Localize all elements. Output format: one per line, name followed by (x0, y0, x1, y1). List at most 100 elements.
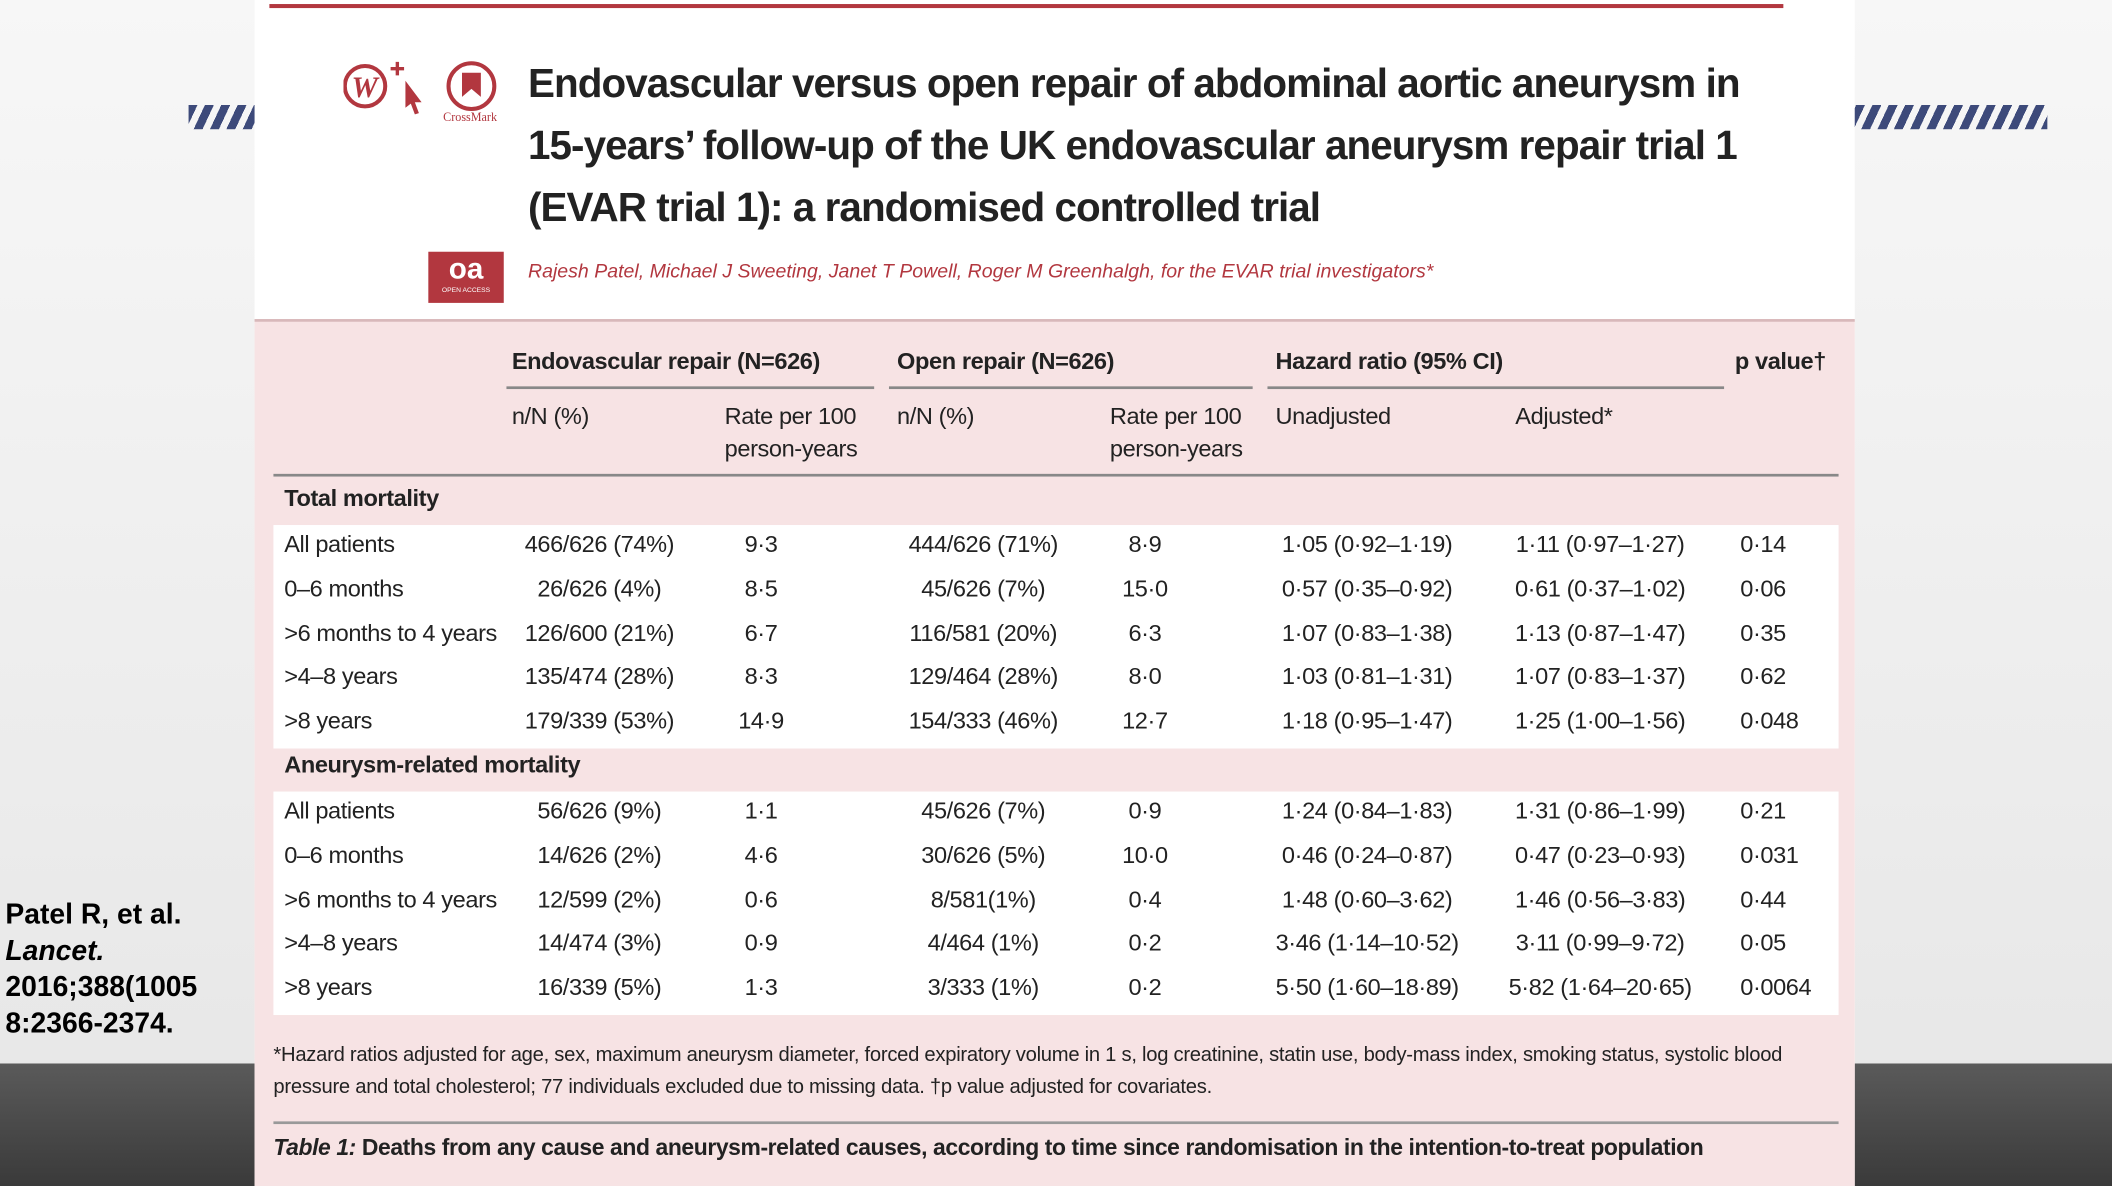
cell: 8·9 (1128, 530, 1162, 558)
cell: 0·46 (0·24–0·87) (1281, 841, 1453, 869)
cell: 10·0 (1122, 841, 1168, 869)
cell: 3·46 (1·14–10·52) (1275, 929, 1460, 957)
cell: 0·21 (1740, 796, 1786, 824)
crossmark-logo: W CrossMark (342, 57, 505, 124)
cell: 1·11 (0·97–1·27) (1515, 530, 1685, 558)
cell: 1·07 (0·83–1·37) (1514, 662, 1686, 690)
row-label: >8 years (284, 973, 373, 1001)
cell: 0·2 (1128, 973, 1162, 1001)
cell: 1·3 (744, 973, 778, 1001)
column-subheader: n/N (%) (511, 402, 589, 430)
cell: 129/464 (28%) (908, 662, 1059, 690)
rule (888, 386, 1253, 390)
cell: 0·2 (1128, 929, 1162, 957)
cell: 30/626 (5%) (921, 841, 1046, 869)
cell: 0·048 (1740, 707, 1799, 734)
cell: 1·13 (0·87–1·47) (1514, 618, 1686, 646)
cell: 0·61 (0·37–1·02) (1514, 574, 1686, 602)
caption-label: Table 1: (273, 1134, 356, 1161)
cell: 12·7 (1122, 707, 1168, 734)
cell: 3/333 (1%) (927, 973, 1040, 1001)
cell: 1·48 (0·60–3·62) (1281, 885, 1453, 913)
cell: 9·3 (744, 530, 778, 558)
cell: 1·46 (0·56–3·83) (1514, 885, 1686, 913)
table: *Hazard ratios adjusted for age, sex, ma… (254, 319, 1855, 1186)
cell: 56/626 (9%) (537, 796, 662, 824)
cell: 0·9 (1128, 796, 1162, 824)
cell: 0·14 (1740, 530, 1786, 558)
cell: 6·3 (1128, 618, 1162, 646)
cell: 8/581(1%) (930, 885, 1037, 913)
cell: 8·5 (744, 574, 778, 602)
cell: 14/474 (3%) (537, 929, 662, 957)
row-label: 0–6 months (284, 841, 404, 869)
citation: Patel R, et al. Lancet. 2016;388(1005 8:… (5, 897, 197, 1042)
cell: 0·47 (0·23–0·93) (1514, 841, 1686, 869)
cell: 1·03 (0·81–1·31) (1281, 662, 1453, 690)
cell: 126/600 (21%) (524, 618, 675, 646)
column-subheader: n/N (%) (897, 402, 975, 430)
oa-label: oa (448, 251, 484, 286)
logo-icons: W (342, 61, 497, 115)
svg-text:W: W (352, 72, 381, 104)
column-group-header: p value† (1734, 347, 1827, 375)
cell: 4·6 (744, 841, 778, 869)
row-label: All patients (284, 530, 395, 558)
citation-line: Lancet. (5, 935, 105, 967)
cell: 116/581 (20%) (909, 618, 1058, 646)
cell: 154/333 (46%) (908, 707, 1059, 734)
cell: 15·0 (1122, 574, 1168, 602)
cell: 0·031 (1740, 841, 1799, 869)
cell: 14·9 (738, 707, 784, 734)
cell: 6·7 (744, 618, 778, 646)
cell: 135/474 (28%) (524, 662, 675, 690)
cell: 0·0064 (1740, 973, 1812, 1001)
citation-line: 8:2366-2374. (5, 1008, 174, 1040)
column-group-header: Endovascular repair (N=626) (511, 347, 821, 375)
cell: 5·50 (1·60–18·89) (1275, 973, 1460, 1001)
authors: Rajesh Patel, Michael J Sweeting, Janet … (528, 261, 1434, 283)
cell: 1·07 (0·83–1·38) (1281, 618, 1453, 646)
cell: 8·3 (744, 662, 778, 690)
section-title: Aneurysm-related mortality (284, 751, 581, 779)
cell: 4/464 (1%) (927, 929, 1040, 957)
cell: 0·05 (1740, 929, 1786, 957)
cell: 1·31 (0·86–1·99) (1514, 796, 1686, 824)
cell: 3·11 (0·99–9·72) (1515, 929, 1685, 957)
cell: 1·24 (0·84–1·83) (1281, 796, 1453, 824)
cell: 12/599 (2%) (537, 885, 662, 913)
column-subheader: Rate per 100 person-years (724, 402, 858, 462)
row-label: >6 months to 4 years (284, 885, 497, 913)
rule (1267, 386, 1725, 390)
cell: 0·62 (1740, 662, 1786, 690)
rule (273, 473, 1839, 477)
cell: 466/626 (74%) (524, 530, 675, 558)
column-subheader: Rate per 100 person-years (1109, 402, 1243, 462)
cell: 16/339 (5%) (537, 973, 662, 1001)
cell: 0·06 (1740, 574, 1786, 602)
column-subheader: Adjusted* (1515, 402, 1613, 430)
open-access-badge: oa OPEN ACCESS (428, 251, 504, 303)
row-label: 0–6 months (284, 574, 404, 602)
section-title: Total mortality (284, 484, 439, 512)
citation-line: 2016;388(1005 (5, 971, 198, 1003)
cell: 14/626 (2%) (537, 841, 662, 869)
cell: 45/626 (7%) (921, 796, 1046, 824)
article: W CrossMark Endovascular versus open rep… (254, 0, 1855, 1186)
cell: 0·57 (0·35–0·92) (1281, 574, 1453, 602)
cell: 1·25 (1·00–1·56) (1514, 707, 1686, 734)
footnote: *Hazard ratios adjusted for age, sex, ma… (273, 1043, 1783, 1099)
article-title: Endovascular versus open repair of abdom… (528, 61, 1741, 231)
citation-line: Patel R, et al. (5, 899, 182, 931)
caption-text: Deaths from any cause and aneurysm-relat… (361, 1134, 1704, 1161)
cell: 0·35 (1740, 618, 1786, 646)
column-group-header: Open repair (N=626) (897, 347, 1115, 375)
row-label: >4–8 years (284, 929, 398, 957)
row-label: All patients (284, 796, 395, 824)
row-label: >6 months to 4 years (284, 618, 497, 646)
cell: 179/339 (53%) (524, 707, 675, 734)
cell: 26/626 (4%) (537, 574, 662, 602)
cell: 8·0 (1128, 662, 1162, 690)
